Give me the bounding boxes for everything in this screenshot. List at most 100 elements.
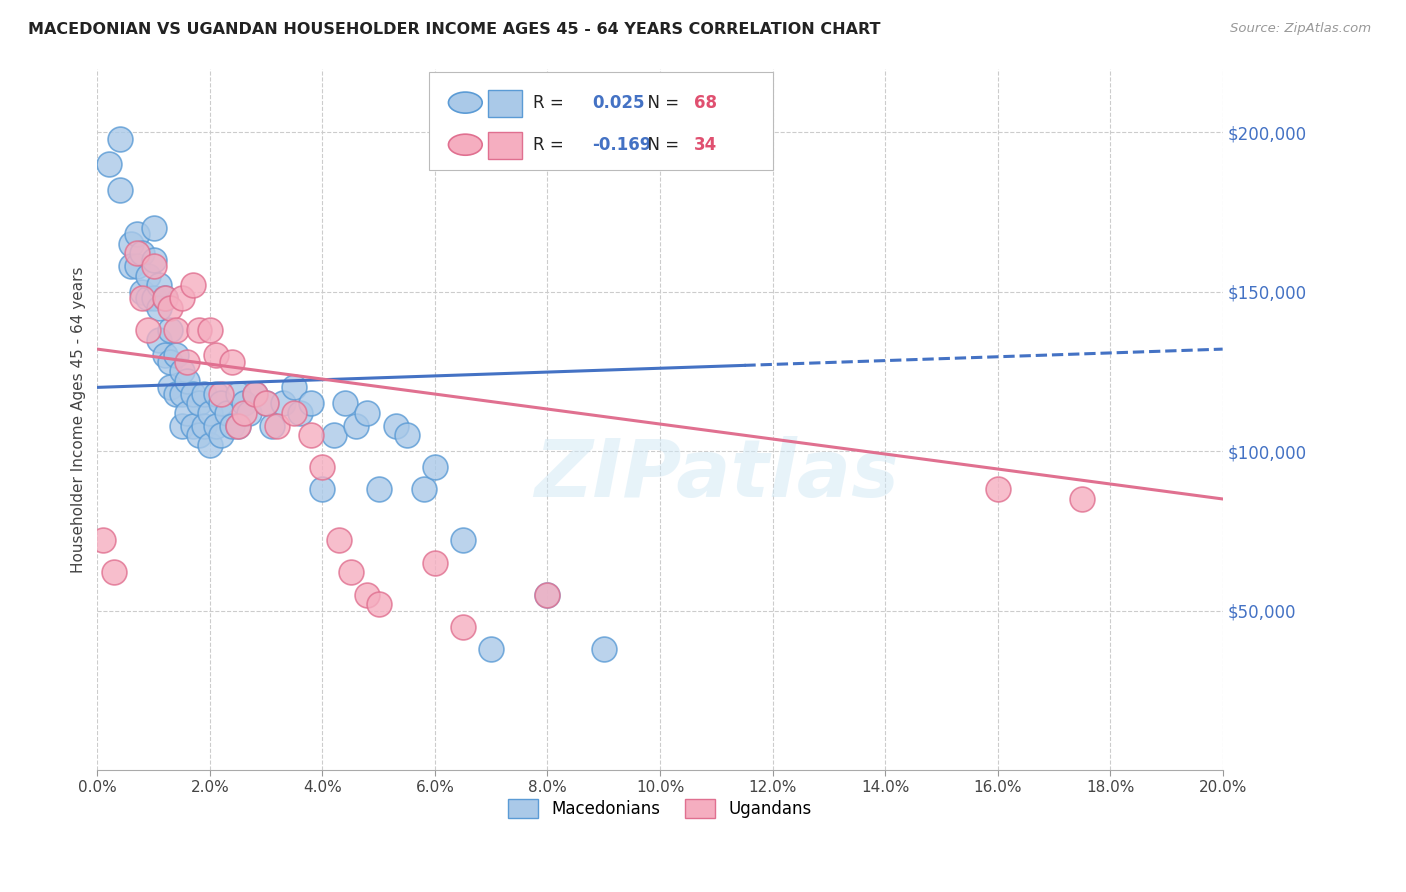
Point [153, 291, 176, 305]
Point [238, 406, 260, 420]
Point [283, 406, 305, 420]
Point [451, 533, 474, 548]
Point [187, 323, 209, 337]
Text: R =: R = [533, 136, 569, 153]
Point [243, 386, 266, 401]
Point [356, 588, 378, 602]
Text: Source: ZipAtlas.com: Source: ZipAtlas.com [1230, 22, 1371, 36]
Text: N =: N = [637, 94, 685, 112]
Point [198, 406, 221, 420]
Point [311, 460, 333, 475]
Point [176, 355, 198, 369]
Point [153, 349, 176, 363]
Text: 0.025: 0.025 [592, 94, 645, 112]
Point [131, 246, 153, 260]
Point [170, 418, 193, 433]
Point [266, 418, 288, 433]
Point [299, 428, 322, 442]
Point [165, 349, 187, 363]
Point [148, 333, 170, 347]
Point [451, 619, 474, 633]
Point [136, 323, 159, 337]
Point [120, 259, 142, 273]
Point [125, 246, 148, 260]
Text: -0.169: -0.169 [592, 136, 652, 153]
Point [322, 428, 344, 442]
Point [226, 386, 249, 401]
Point [198, 438, 221, 452]
FancyBboxPatch shape [488, 90, 522, 117]
Text: R =: R = [533, 94, 569, 112]
Point [367, 597, 389, 611]
Point [148, 278, 170, 293]
Point [136, 268, 159, 283]
Point [181, 418, 204, 433]
Point [148, 301, 170, 315]
Point [209, 396, 232, 410]
Point [423, 460, 446, 475]
FancyBboxPatch shape [488, 132, 522, 159]
Point [367, 483, 389, 497]
Point [142, 221, 165, 235]
FancyBboxPatch shape [429, 72, 772, 170]
Point [592, 641, 614, 656]
Text: 68: 68 [693, 94, 717, 112]
Point [243, 386, 266, 401]
Point [142, 252, 165, 267]
Text: N =: N = [637, 136, 685, 153]
Point [384, 418, 406, 433]
Point [142, 259, 165, 273]
Text: ZIPatlas: ZIPatlas [534, 436, 898, 515]
Point [395, 428, 418, 442]
Point [170, 364, 193, 378]
Point [170, 386, 193, 401]
Point [204, 349, 226, 363]
Point [333, 396, 356, 410]
Point [187, 428, 209, 442]
Point [412, 483, 434, 497]
Point [131, 291, 153, 305]
Point [159, 301, 181, 315]
Point [344, 418, 367, 433]
Point [215, 406, 238, 420]
Point [131, 285, 153, 299]
Point [226, 418, 249, 433]
Point [260, 418, 283, 433]
Y-axis label: Householder Income Ages 45 - 64 years: Householder Income Ages 45 - 64 years [72, 266, 86, 573]
Point [176, 406, 198, 420]
Point [198, 323, 221, 337]
Text: 34: 34 [693, 136, 717, 153]
Point [209, 428, 232, 442]
Point [91, 533, 114, 548]
Point [193, 418, 215, 433]
Point [254, 396, 277, 410]
Point [283, 380, 305, 394]
Point [120, 236, 142, 251]
Point [987, 483, 1010, 497]
Point [125, 259, 148, 273]
Point [254, 396, 277, 410]
Point [159, 355, 181, 369]
Point [288, 406, 311, 420]
Point [97, 157, 120, 171]
Point [311, 483, 333, 497]
Text: MACEDONIAN VS UGANDAN HOUSEHOLDER INCOME AGES 45 - 64 YEARS CORRELATION CHART: MACEDONIAN VS UGANDAN HOUSEHOLDER INCOME… [28, 22, 880, 37]
Point [423, 556, 446, 570]
Point [204, 386, 226, 401]
Point [108, 131, 131, 145]
Point [271, 396, 294, 410]
Circle shape [449, 134, 482, 155]
Point [159, 323, 181, 337]
Legend: Macedonians, Ugandans: Macedonians, Ugandans [502, 792, 818, 825]
Point [170, 291, 193, 305]
Point [165, 323, 187, 337]
Point [356, 406, 378, 420]
Point [536, 588, 558, 602]
Point [221, 418, 243, 433]
Point [209, 386, 232, 401]
Point [232, 396, 254, 410]
Point [103, 566, 125, 580]
Point [1071, 491, 1094, 506]
Point [328, 533, 350, 548]
Point [221, 355, 243, 369]
